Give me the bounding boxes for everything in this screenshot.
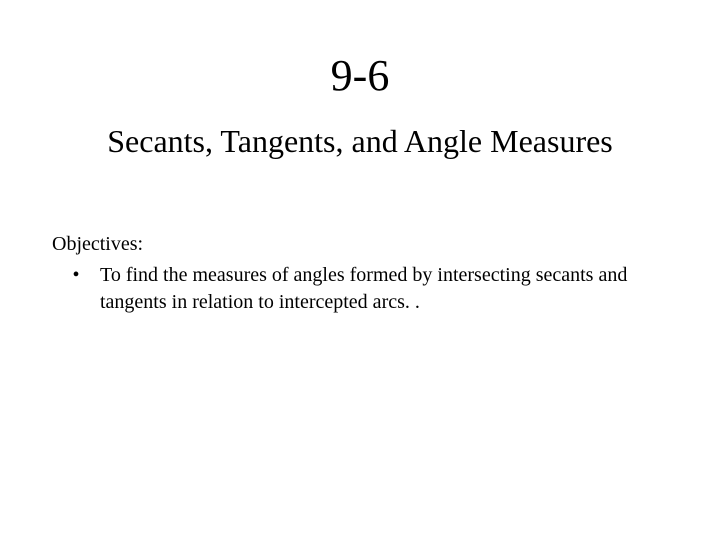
slide-container: 9-6 Secants, Tangents, and Angle Measure… (0, 0, 720, 540)
list-item: • To find the measures of angles formed … (52, 262, 670, 316)
bullet-icon: • (52, 262, 100, 289)
slide-title-number: 9-6 (50, 50, 670, 101)
objective-text: To find the measures of angles formed by… (100, 262, 670, 316)
objectives-heading: Objectives: (52, 233, 670, 256)
slide-title-text: Secants, Tangents, and Angle Measures (100, 121, 620, 163)
objectives-list: • To find the measures of angles formed … (52, 262, 670, 316)
